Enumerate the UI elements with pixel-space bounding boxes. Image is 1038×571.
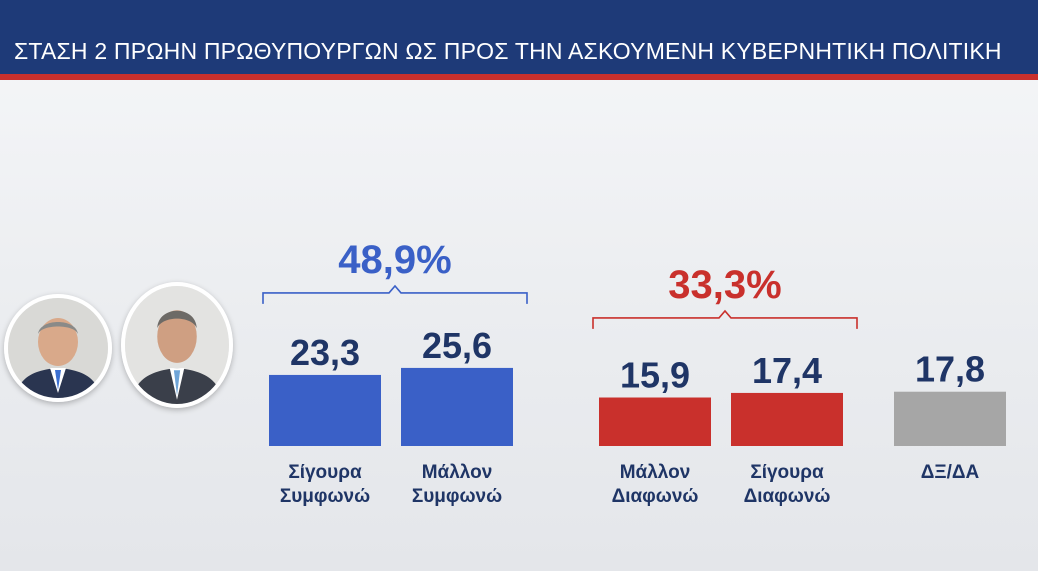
value-label-2: 15,9: [620, 355, 690, 396]
category-label-line: Σίγουρα: [750, 462, 824, 483]
category-label-line: Σίγουρα: [288, 462, 362, 483]
category-label-line: Συμφωνώ: [280, 486, 370, 507]
bar-1: [401, 367, 513, 446]
person-portrait-icon: [125, 286, 229, 404]
header-bar: ΣΤΑΣΗ 2 ΠΡΩΗΝ ΠΡΩΘΥΠΟΥΡΓΩΝ ΩΣ ΠΡΟΣ ΤΗΝ Α…: [0, 0, 1038, 80]
category-label-3: Σίγουρα Διαφωνώ: [744, 462, 831, 507]
category-label-line: Συμφωνώ: [412, 486, 502, 507]
category-label-line: Μάλλον: [422, 462, 493, 483]
person-portrait-icon: [8, 298, 108, 398]
category-label-line: Διαφωνώ: [612, 486, 699, 507]
category-label-4: ΔΞ/ΔΑ: [921, 462, 980, 483]
group-total-label-0: 48,9%: [338, 238, 451, 282]
value-label-1: 25,6: [422, 325, 492, 366]
portrait-left: [4, 294, 112, 402]
value-label-4: 17,8: [915, 349, 985, 390]
portrait-right: [121, 282, 233, 408]
bar-2: [599, 397, 711, 446]
category-label-line: ΔΞ/ΔΑ: [921, 462, 980, 483]
group-bracket-0: [262, 284, 528, 304]
group-bracket-1: [592, 309, 858, 329]
category-label-line: Μάλλον: [620, 462, 691, 483]
bar-0: [269, 374, 381, 446]
group-total-label-1: 33,3%: [668, 263, 781, 307]
page-title: ΣΤΑΣΗ 2 ΠΡΩΗΝ ΠΡΩΘΥΠΟΥΡΓΩΝ ΩΣ ΠΡΟΣ ΤΗΝ Α…: [14, 38, 1002, 64]
value-label-3: 17,4: [752, 350, 822, 391]
value-label-0: 23,3: [290, 332, 360, 373]
category-label-0: Σίγουρα Συμφωνώ: [280, 462, 370, 507]
category-label-2: Μάλλον Διαφωνώ: [612, 462, 699, 507]
category-label-line: Διαφωνώ: [744, 486, 831, 507]
bar-3: [731, 392, 843, 446]
category-label-1: Μάλλον Συμφωνώ: [412, 462, 502, 507]
bar-4: [894, 391, 1006, 446]
